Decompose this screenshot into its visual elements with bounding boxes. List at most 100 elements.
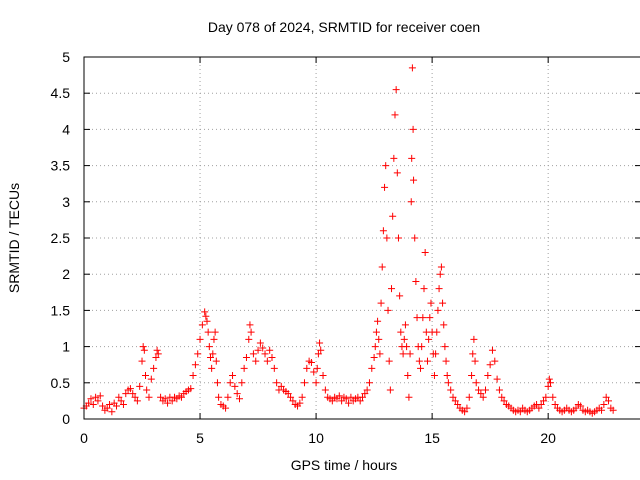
data-point bbox=[226, 379, 234, 387]
data-point bbox=[150, 364, 158, 372]
data-point bbox=[240, 364, 248, 372]
data-point bbox=[284, 390, 292, 398]
data-point bbox=[213, 379, 221, 387]
data-point bbox=[381, 183, 389, 191]
data-point bbox=[372, 328, 380, 336]
data-point bbox=[390, 154, 398, 162]
data-point bbox=[359, 393, 366, 401]
data-point bbox=[154, 350, 162, 358]
data-point bbox=[475, 386, 483, 394]
y-tick-label: 5 bbox=[62, 49, 70, 65]
y-axis-label: SRMTID / TECUs bbox=[6, 183, 22, 293]
data-point bbox=[119, 401, 127, 409]
x-tick-label: 15 bbox=[424, 430, 440, 446]
y-tick-label: 0.5 bbox=[51, 375, 71, 391]
data-point bbox=[87, 395, 95, 403]
data-point bbox=[92, 393, 100, 401]
data-point bbox=[409, 125, 417, 133]
data-point bbox=[287, 393, 295, 401]
data-point bbox=[112, 402, 120, 410]
data-point bbox=[401, 321, 409, 329]
data-point bbox=[189, 372, 197, 380]
data-point bbox=[266, 346, 274, 354]
data-point bbox=[242, 353, 250, 361]
data-point bbox=[382, 162, 390, 170]
data-point bbox=[312, 379, 320, 387]
data-point bbox=[399, 350, 407, 358]
data-point bbox=[313, 364, 321, 372]
data-point bbox=[212, 357, 220, 365]
data-point bbox=[328, 397, 336, 405]
data-point bbox=[609, 406, 617, 414]
data-point bbox=[389, 212, 397, 220]
data-point bbox=[157, 393, 165, 401]
data-point bbox=[307, 359, 315, 367]
data-point bbox=[498, 393, 506, 401]
data-point bbox=[404, 372, 412, 380]
data-point bbox=[469, 350, 477, 358]
data-point bbox=[542, 393, 550, 401]
data-point bbox=[147, 375, 155, 383]
y-tick-label: 2.5 bbox=[51, 230, 71, 246]
data-point bbox=[549, 393, 557, 401]
data-point bbox=[423, 357, 431, 365]
data-point bbox=[136, 382, 144, 390]
data-point bbox=[316, 339, 324, 347]
data-point bbox=[138, 357, 146, 365]
data-point bbox=[191, 361, 199, 369]
data-point bbox=[436, 270, 444, 278]
data-point bbox=[345, 399, 353, 407]
data-point bbox=[479, 393, 487, 401]
data-point bbox=[233, 390, 241, 398]
data-point bbox=[210, 335, 218, 343]
data-point bbox=[598, 406, 606, 414]
data-point bbox=[303, 364, 311, 372]
data-point bbox=[89, 401, 97, 409]
data-point bbox=[133, 397, 141, 405]
data-point bbox=[477, 390, 485, 398]
data-point bbox=[425, 335, 433, 343]
data-point bbox=[378, 263, 386, 271]
data-point bbox=[249, 350, 257, 358]
data-point bbox=[417, 364, 425, 372]
data-point bbox=[139, 343, 147, 351]
data-point bbox=[427, 299, 435, 307]
data-point bbox=[363, 386, 371, 394]
x-tick-label: 5 bbox=[196, 430, 204, 446]
data-point bbox=[415, 357, 423, 365]
data-point bbox=[205, 343, 213, 351]
data-point bbox=[368, 364, 376, 372]
data-point bbox=[391, 111, 399, 119]
data-point bbox=[385, 357, 393, 365]
data-point bbox=[277, 382, 285, 390]
data-point bbox=[129, 390, 137, 398]
data-point bbox=[412, 277, 420, 285]
data-point bbox=[201, 308, 209, 316]
data-point bbox=[420, 285, 428, 293]
data-point bbox=[289, 397, 297, 405]
data-point bbox=[229, 372, 237, 380]
data-point bbox=[396, 292, 404, 300]
data-point bbox=[488, 346, 496, 354]
data-point bbox=[537, 401, 545, 409]
data-point bbox=[394, 234, 402, 242]
data-point bbox=[572, 404, 580, 412]
x-axis-label: GPS time / hours bbox=[291, 457, 398, 473]
data-point bbox=[577, 402, 585, 410]
data-point bbox=[449, 393, 457, 401]
data-points bbox=[80, 64, 617, 417]
data-point bbox=[605, 397, 613, 405]
data-point bbox=[551, 401, 559, 409]
data-point bbox=[444, 379, 452, 387]
x-tick-label: 10 bbox=[308, 430, 324, 446]
data-point bbox=[486, 361, 494, 369]
data-point bbox=[108, 408, 116, 416]
data-point bbox=[310, 368, 318, 376]
data-point bbox=[140, 346, 148, 354]
data-point bbox=[356, 397, 364, 405]
data-point bbox=[338, 397, 346, 405]
data-point bbox=[406, 350, 414, 358]
data-point bbox=[103, 404, 111, 412]
data-point bbox=[256, 339, 264, 347]
